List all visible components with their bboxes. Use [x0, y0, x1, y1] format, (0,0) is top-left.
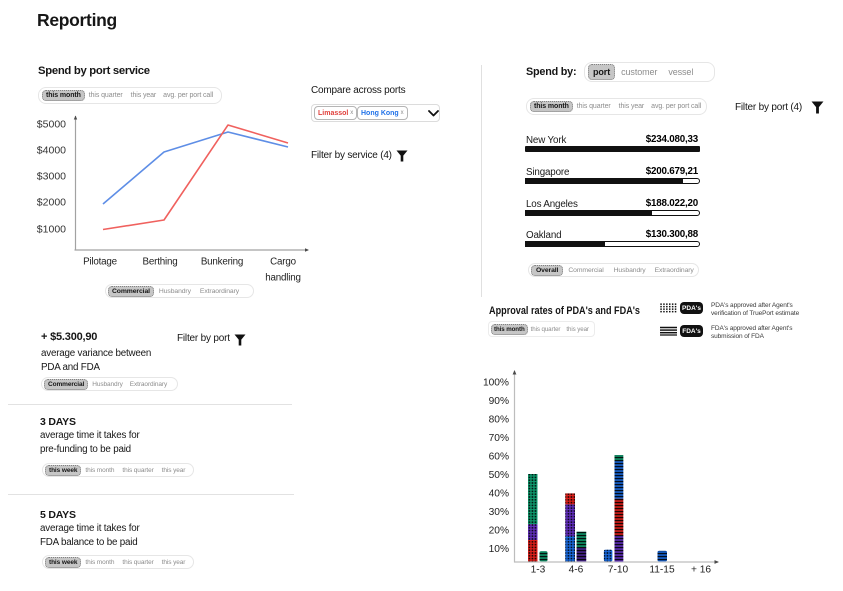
svg-text:50%: 50% — [489, 470, 509, 481]
svg-text:$5000: $5000 — [37, 119, 66, 131]
svg-text:4-6: 4-6 — [569, 565, 584, 576]
svg-text:$2000: $2000 — [37, 197, 66, 209]
svg-text:90%: 90% — [489, 396, 509, 407]
svg-text:Bunkering: Bunkering — [201, 257, 243, 268]
svg-text:+ 16: + 16 — [691, 565, 711, 576]
svg-text:10%: 10% — [489, 544, 509, 555]
svg-text:1-3: 1-3 — [531, 565, 546, 576]
svg-text:Cargo: Cargo — [270, 257, 296, 268]
svg-text:60%: 60% — [489, 452, 509, 463]
svg-text:80%: 80% — [489, 415, 509, 426]
svg-text:70%: 70% — [489, 433, 509, 444]
svg-text:11-15: 11-15 — [649, 565, 675, 576]
svg-text:$4000: $4000 — [37, 145, 66, 157]
svg-text:100%: 100% — [483, 378, 509, 389]
svg-text:$3000: $3000 — [37, 171, 66, 183]
svg-text:40%: 40% — [489, 489, 509, 500]
svg-text:Berthing: Berthing — [143, 257, 178, 268]
svg-text:20%: 20% — [489, 526, 509, 537]
svg-text:handling: handling — [265, 273, 300, 284]
svg-text:7-10: 7-10 — [608, 565, 629, 576]
svg-text:Pilotage: Pilotage — [83, 257, 118, 268]
svg-text:$1000: $1000 — [37, 224, 66, 236]
svg-text:30%: 30% — [489, 507, 509, 518]
svg-text:Approval rates of PDA's and FD: Approval rates of PDA's and FDA's — [489, 305, 640, 317]
